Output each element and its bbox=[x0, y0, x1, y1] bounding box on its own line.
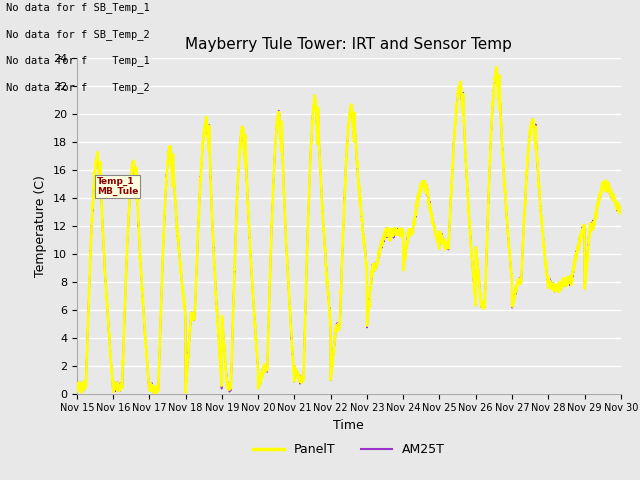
Text: Temp_1
MB_Tule: Temp_1 MB_Tule bbox=[97, 177, 138, 196]
PanelT bbox=[617, 210, 625, 216]
AM25T bbox=[617, 209, 625, 215]
X-axis label: Time: Time bbox=[333, 419, 364, 432]
AM25T bbox=[73, 384, 81, 390]
Line: PanelT: PanelT bbox=[77, 67, 621, 393]
AM25T bbox=[492, 67, 500, 72]
Line: AM25T: AM25T bbox=[77, 70, 621, 394]
AM25T bbox=[189, 313, 197, 319]
AM25T bbox=[617, 208, 625, 214]
AM25T bbox=[225, 384, 233, 389]
PanelT bbox=[617, 209, 625, 215]
PanelT bbox=[412, 210, 419, 216]
Text: No data for f SB_Temp_2: No data for f SB_Temp_2 bbox=[6, 29, 150, 40]
PanelT bbox=[225, 385, 233, 391]
AM25T bbox=[566, 281, 573, 287]
Title: Mayberry Tule Tower: IRT and Sensor Temp: Mayberry Tule Tower: IRT and Sensor Temp bbox=[186, 37, 512, 52]
PanelT bbox=[566, 279, 573, 285]
Text: No data for f SB_Temp_1: No data for f SB_Temp_1 bbox=[6, 2, 150, 13]
AM25T bbox=[150, 391, 157, 396]
PanelT bbox=[73, 386, 81, 392]
AM25T bbox=[402, 247, 410, 252]
AM25T bbox=[412, 211, 419, 216]
Text: No data for f    Temp_1: No data for f Temp_1 bbox=[6, 55, 150, 66]
Legend: PanelT, AM25T: PanelT, AM25T bbox=[248, 438, 450, 461]
PanelT bbox=[402, 247, 410, 252]
PanelT bbox=[189, 312, 197, 317]
PanelT bbox=[152, 390, 160, 396]
Y-axis label: Temperature (C): Temperature (C) bbox=[35, 175, 47, 276]
Text: No data for f    Temp_2: No data for f Temp_2 bbox=[6, 82, 150, 93]
PanelT bbox=[492, 64, 500, 70]
